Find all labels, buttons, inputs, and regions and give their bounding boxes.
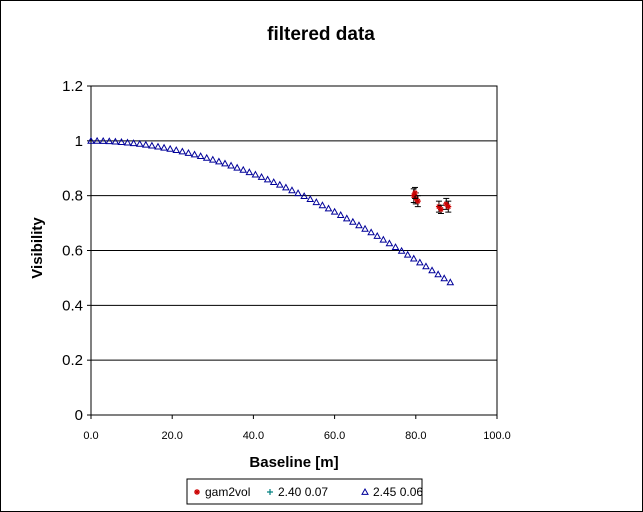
series-2 xyxy=(87,136,455,286)
data-point xyxy=(93,136,101,144)
data-point xyxy=(233,163,242,171)
data-point xyxy=(196,152,205,160)
data-point xyxy=(367,228,375,236)
data-point xyxy=(403,250,412,258)
data-point xyxy=(414,198,421,205)
data-point xyxy=(275,180,284,188)
data-point xyxy=(245,168,254,176)
data-point xyxy=(434,270,442,278)
data-point xyxy=(227,161,235,169)
data-point xyxy=(437,206,444,213)
data-point xyxy=(99,136,108,144)
data-point xyxy=(330,207,339,215)
y-tick-label: 0.6 xyxy=(62,243,83,260)
data-point xyxy=(410,192,417,199)
legend-entry: 2.45 0.06 xyxy=(373,485,423,499)
series-layer xyxy=(87,136,455,286)
data-point xyxy=(141,140,150,148)
data-point xyxy=(422,262,430,270)
data-point xyxy=(251,170,260,178)
data-point xyxy=(428,266,436,274)
data-point xyxy=(160,143,168,151)
x-tick-label: 40.0 xyxy=(243,430,264,442)
data-point xyxy=(288,186,296,194)
x-tick-label: 20.0 xyxy=(161,430,182,442)
data-point xyxy=(257,172,266,180)
legend-entry: 2.40 0.07 xyxy=(278,485,328,499)
y-tick-label: 0.2 xyxy=(62,352,83,369)
data-point xyxy=(148,141,156,149)
data-point xyxy=(154,142,162,150)
data-point xyxy=(87,136,95,144)
x-tick-label: 60.0 xyxy=(324,430,345,442)
legend: gam2vol 2.40 0.07 2.45 0.06 xyxy=(186,478,423,505)
data-point xyxy=(172,146,181,154)
chart-title: filtered data xyxy=(267,24,375,45)
data-point xyxy=(306,195,315,202)
y-axis-ticks: 0 0.2 0.4 0.6 0.8 1 1.2 xyxy=(62,78,91,424)
data-point xyxy=(342,214,351,222)
data-point xyxy=(446,278,455,286)
data-point xyxy=(239,165,248,173)
y-tick-label: 0.4 xyxy=(62,297,83,314)
x-tick-label: 100.0 xyxy=(483,430,511,442)
data-point xyxy=(282,183,290,191)
data-point xyxy=(373,231,382,239)
data-point xyxy=(221,159,229,167)
x-tick-label: 80.0 xyxy=(405,430,426,442)
legend-box xyxy=(186,478,423,505)
y-axis-label: Visibility xyxy=(29,217,46,279)
data-point xyxy=(111,137,120,145)
data-point xyxy=(324,204,333,212)
data-point xyxy=(361,224,369,232)
legend-marker xyxy=(267,489,273,495)
x-axis-ticks: 0.0 20.0 40.0 60.0 80.0 100.0 xyxy=(83,415,511,442)
data-point xyxy=(435,203,442,210)
data-point xyxy=(318,201,327,209)
data-point xyxy=(336,211,345,218)
data-point xyxy=(123,138,132,146)
data-point xyxy=(445,203,452,210)
data-point xyxy=(312,198,321,206)
data-point xyxy=(409,254,418,262)
legend-marker xyxy=(361,487,369,495)
data-point xyxy=(416,258,424,266)
data-point xyxy=(184,148,193,156)
x-axis-label: Baseline [m] xyxy=(249,454,338,471)
data-point xyxy=(397,246,406,254)
data-point xyxy=(294,189,302,197)
data-point xyxy=(379,235,388,243)
data-point xyxy=(440,274,449,282)
data-point xyxy=(443,200,450,207)
y-tick-label: 1.2 xyxy=(62,78,83,95)
data-point xyxy=(129,139,138,147)
series-0 xyxy=(410,186,452,214)
data-point xyxy=(411,189,418,196)
legend-entry: gam2vol xyxy=(205,485,250,499)
data-point xyxy=(166,144,175,152)
data-point xyxy=(135,139,144,147)
data-point xyxy=(208,155,217,163)
data-point xyxy=(178,147,187,155)
data-point xyxy=(349,217,357,225)
gridlines xyxy=(91,140,497,361)
y-tick-label: 1 xyxy=(75,133,83,150)
y-tick-label: 0.8 xyxy=(62,188,83,205)
data-point xyxy=(202,153,211,161)
data-point xyxy=(117,138,126,145)
data-point xyxy=(105,137,114,145)
data-point xyxy=(269,178,278,185)
data-point xyxy=(190,150,199,158)
data-point xyxy=(263,175,272,183)
data-point xyxy=(215,157,223,165)
data-point xyxy=(391,243,400,251)
data-point xyxy=(355,221,363,229)
data-point xyxy=(300,192,308,200)
y-tick-label: 0 xyxy=(75,407,83,424)
x-tick-label: 0.0 xyxy=(83,430,98,442)
legend-marker xyxy=(194,489,200,495)
data-point xyxy=(385,239,394,247)
